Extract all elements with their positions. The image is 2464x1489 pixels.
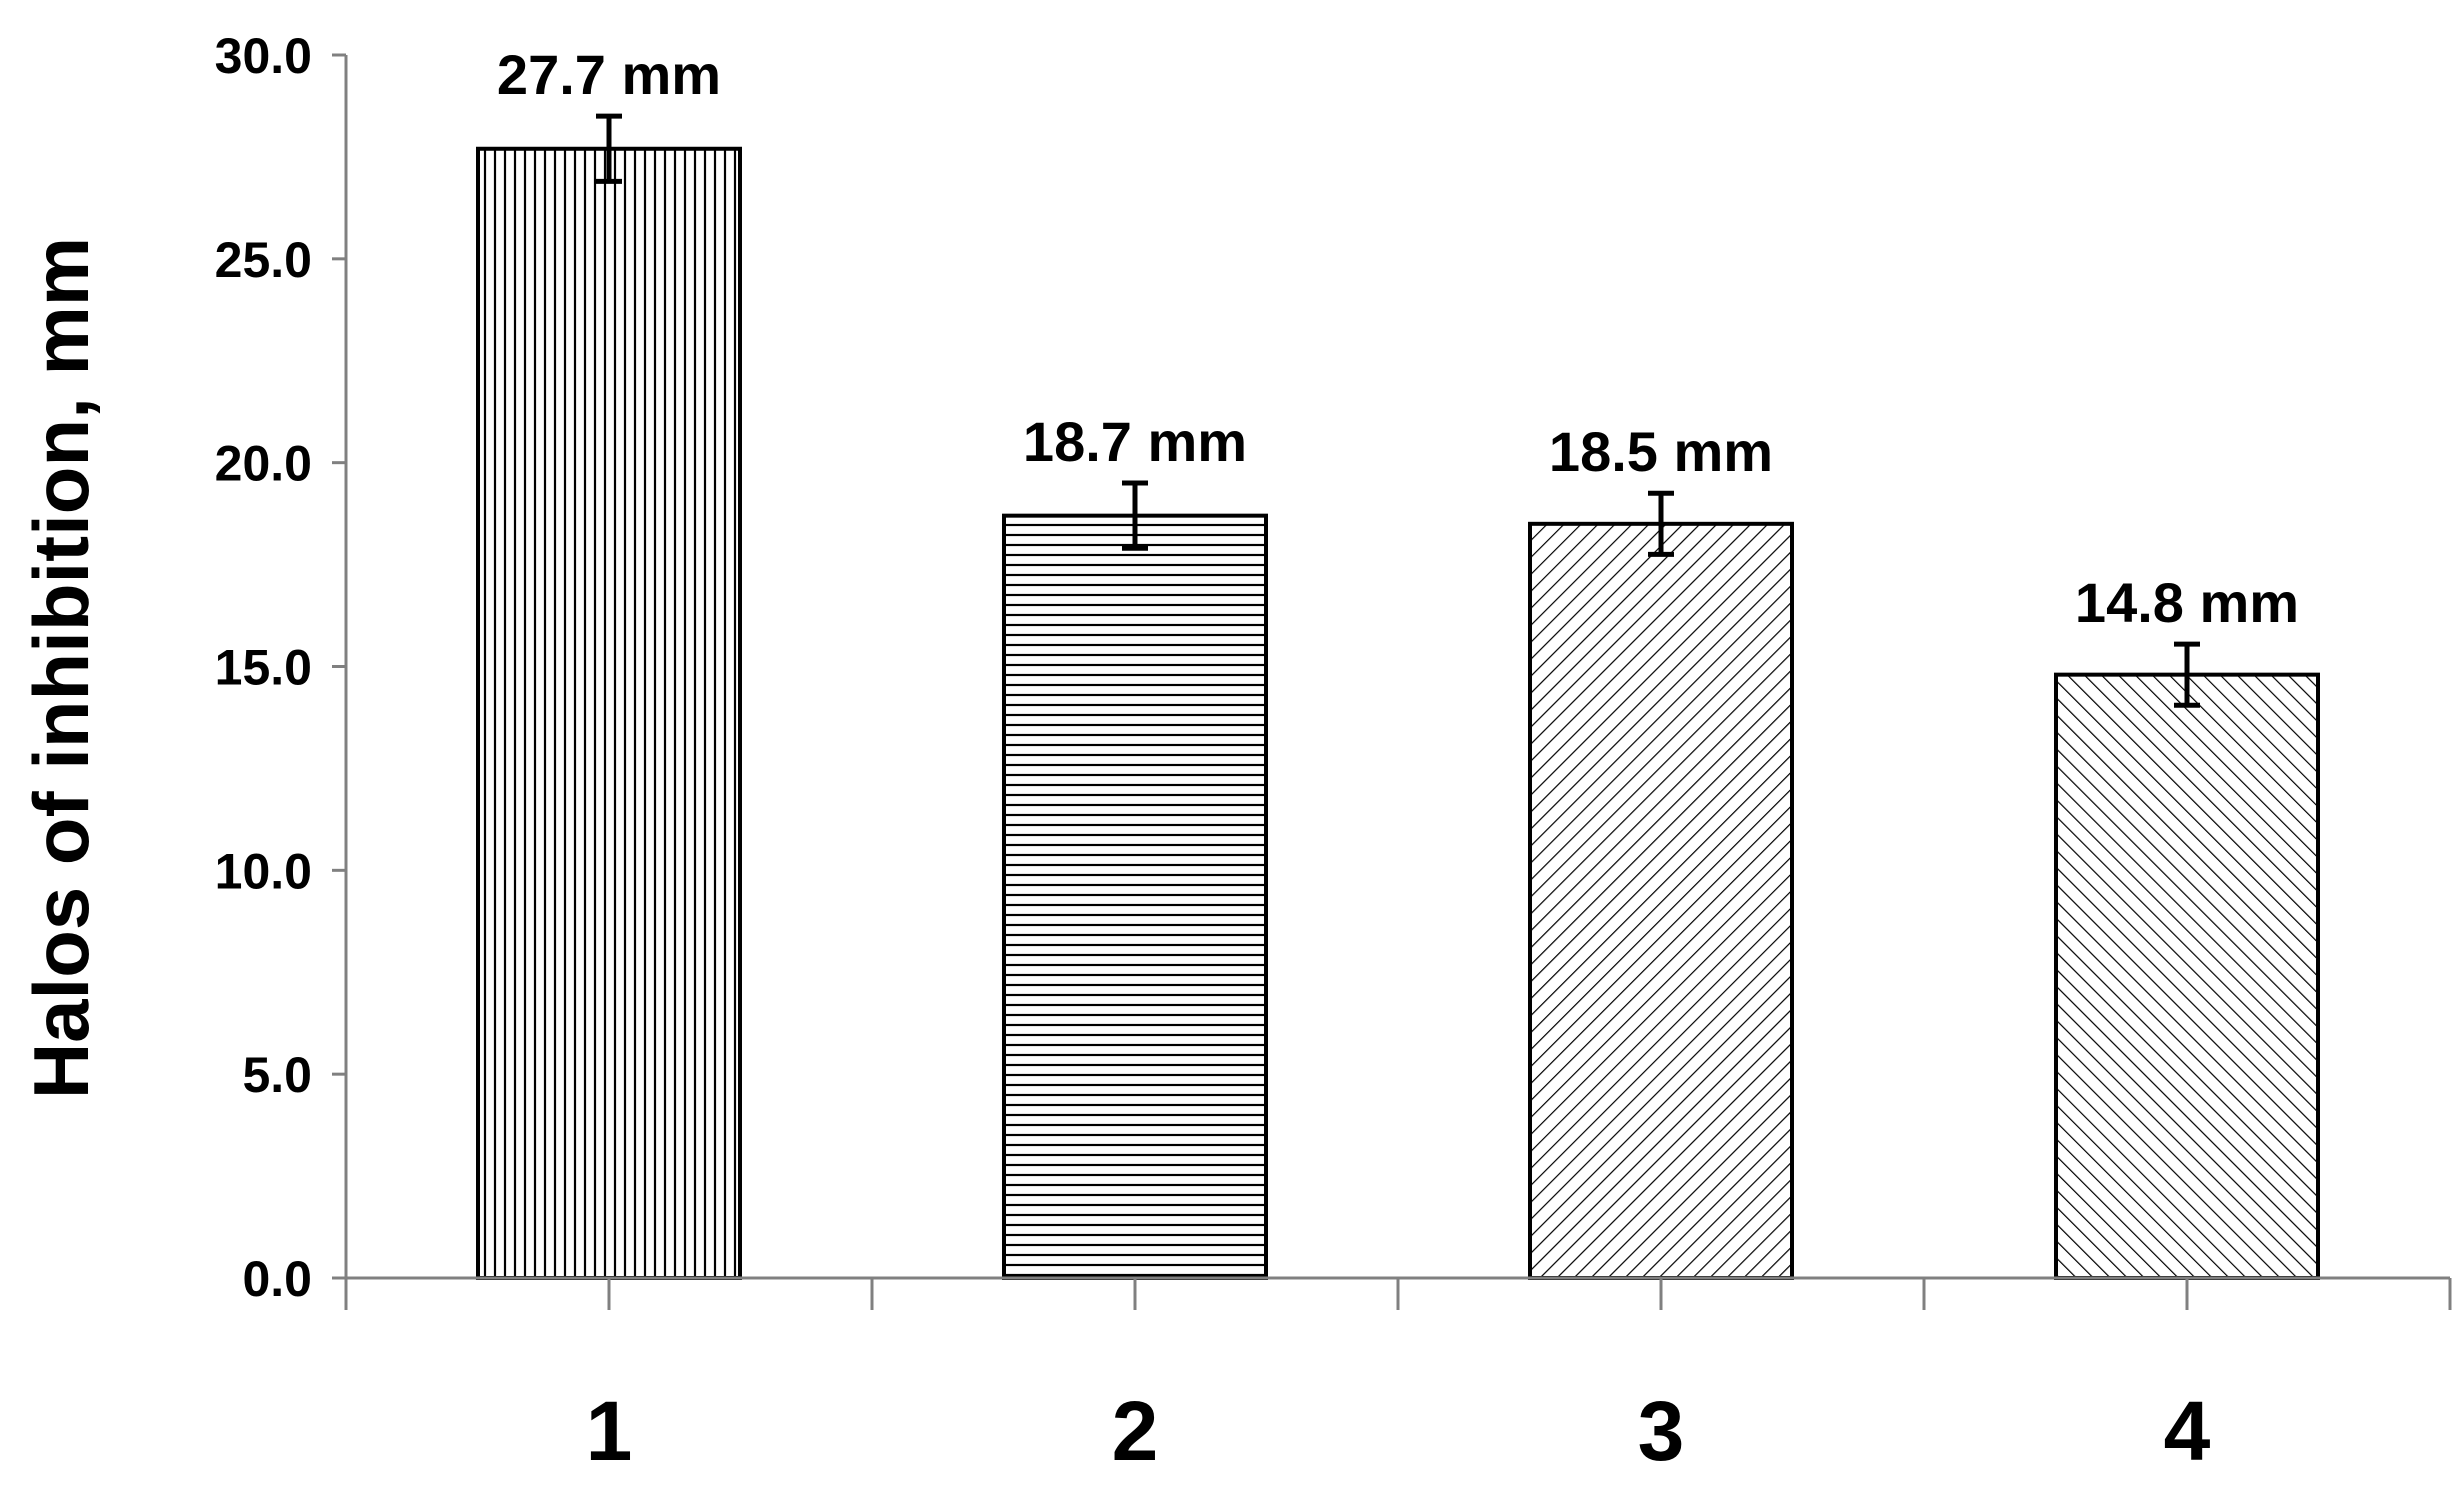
bars-group [476,146,2320,1281]
data-label-4: 14.8 mm [2075,571,2299,634]
y-tick-label: 5.0 [242,1047,312,1103]
y-tick-label: 30.0 [215,28,312,84]
x-category-label: 3 [1638,1384,1685,1478]
y-tick-label: 10.0 [215,843,312,899]
x-category-label: 1 [586,1384,633,1478]
bar-4 [2054,672,2320,1280]
x-category-label: 4 [2164,1384,2211,1478]
y-axis: 0.0 5.0 10.0 15.0 20.0 25.0 30.0 [215,28,348,1307]
data-label-2: 18.7 mm [1023,410,1247,473]
y-tick-label: 0.0 [242,1251,312,1307]
x-axis: 1 2 3 4 [344,1276,2452,1478]
y-tick-label: 25.0 [215,232,312,288]
bar-2 [1002,513,1268,1280]
bar-3 [1528,521,1794,1280]
data-label-1: 27.7 mm [497,43,721,106]
x-category-label: 2 [1112,1384,1159,1478]
error-bars-group [596,113,2200,708]
data-labels-group: 27.7 mm 18.7 mm 18.5 mm 14.8 mm [497,43,2299,634]
data-label-3: 18.5 mm [1549,420,1773,483]
y-tick-label: 20.0 [215,436,312,492]
y-axis-title: Halos of inhibition, mm [17,237,105,1099]
y-tick-label: 15.0 [215,640,312,696]
bar-1 [476,146,742,1281]
